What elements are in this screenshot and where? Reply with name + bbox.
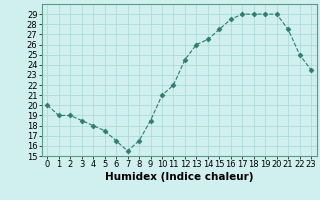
X-axis label: Humidex (Indice chaleur): Humidex (Indice chaleur) [105,172,253,182]
